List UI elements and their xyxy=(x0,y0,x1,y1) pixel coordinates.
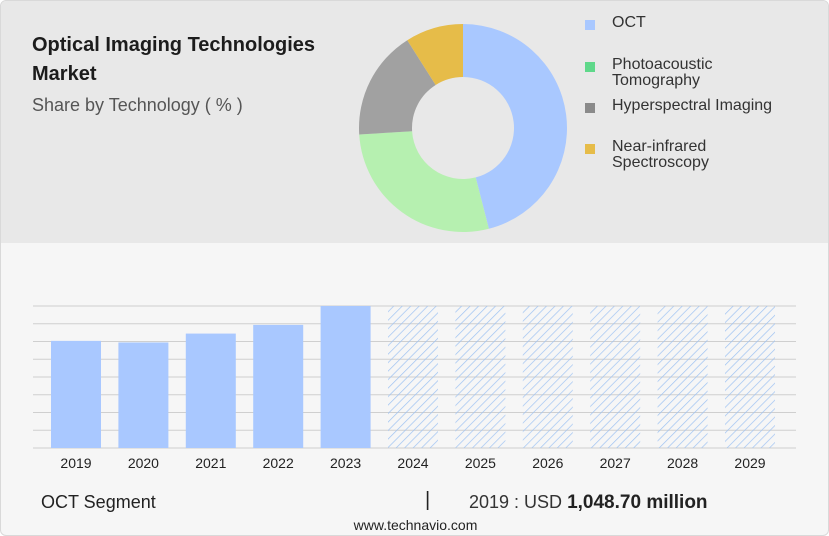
donut-slice-photoacoustic xyxy=(359,131,489,232)
x-tick-label: 2024 xyxy=(397,455,428,471)
bar-chart: 2019 2020 2021 2022 2023 2024 2025 2026 2027 2028… xyxy=(33,305,796,471)
chart-title: Optical Imaging Technologies Market xyxy=(32,34,315,85)
segment-value-prefix: 2019 : USD xyxy=(469,492,563,512)
x-tick-label: 2027 xyxy=(600,455,631,471)
x-tick-label: 2019 xyxy=(60,455,91,471)
donut-chart xyxy=(359,24,567,232)
bar-forecast-2026 xyxy=(522,306,573,448)
donut-slice-nir xyxy=(407,24,463,85)
bar-2023 xyxy=(320,306,371,448)
x-tick-label: 2029 xyxy=(734,455,765,471)
bar-forecast-2025 xyxy=(455,306,506,448)
legend-swatch-hyperspectral xyxy=(585,103,595,113)
x-tick-label: 2022 xyxy=(263,455,294,471)
bar-forecast-2024 xyxy=(388,306,438,448)
legend-label-oct: OCT xyxy=(612,14,646,31)
x-tick-label: 2026 xyxy=(532,455,563,471)
chart-subtitle: Share by Technology ( % ) xyxy=(32,95,243,115)
segment-label: OCT Segment xyxy=(41,492,156,512)
x-tick-label: 2020 xyxy=(128,455,159,471)
bar-2020 xyxy=(118,342,169,448)
donut-slice-hyperspectral xyxy=(359,40,436,135)
segment-value: 2019 : USD 1,048.70 million xyxy=(469,492,708,514)
legend-swatch-nir xyxy=(585,144,595,154)
segment-value-amount: 1,048.70 million xyxy=(567,492,708,513)
bar-2021 xyxy=(185,333,236,448)
legend-swatch-photoacoustic xyxy=(585,62,595,72)
bar-forecast-2027 xyxy=(590,306,641,448)
x-tick-label: 2025 xyxy=(465,455,496,471)
bar-forecast-2028 xyxy=(657,306,708,448)
x-tick-label: 2021 xyxy=(195,455,226,471)
legend-swatch-oct xyxy=(585,20,595,30)
legend-label-nir: Near-infrared Spectroscopy xyxy=(612,138,709,171)
legend-label-photoacoustic: Photoacoustic Tomography xyxy=(612,56,713,89)
legend-label-hyperspectral: Hyperspectral Imaging xyxy=(612,97,773,114)
x-tick-label: 2023 xyxy=(330,455,361,471)
bar-2019 xyxy=(51,340,101,448)
x-tick-label: 2028 xyxy=(667,455,698,471)
bar-2022 xyxy=(253,324,304,448)
footer-separator: | xyxy=(425,489,431,511)
website-link[interactable]: www.technavio.com xyxy=(353,517,478,533)
bar-forecast-2029 xyxy=(725,306,775,448)
donut-slice-oct xyxy=(463,24,567,229)
